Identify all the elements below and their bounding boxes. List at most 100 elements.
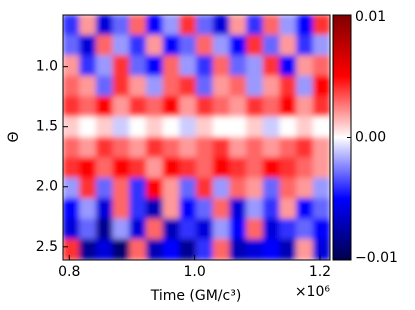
heatmap-cell bbox=[179, 137, 197, 159]
heatmap-cell bbox=[262, 239, 281, 260]
heatmap-cell bbox=[229, 157, 248, 179]
heatmap-cell bbox=[95, 157, 114, 179]
heatmap-cell bbox=[112, 137, 131, 159]
heatmap-cell bbox=[95, 75, 114, 98]
heatmap-cell bbox=[229, 116, 248, 138]
heatmap-cell bbox=[229, 34, 248, 57]
heatmap-cell bbox=[246, 137, 264, 159]
heatmap-cell bbox=[212, 218, 231, 241]
heatmap-cell bbox=[95, 137, 114, 159]
heatmap-cell bbox=[79, 198, 97, 220]
heatmap-cell bbox=[262, 55, 281, 77]
heatmap-cell bbox=[63, 75, 81, 98]
heatmap-cell bbox=[145, 34, 164, 57]
heatmap-cell bbox=[162, 157, 181, 179]
heatmap-cell bbox=[162, 15, 181, 36]
heatmap-cell bbox=[262, 137, 281, 159]
heatmap-cell bbox=[63, 137, 81, 159]
heatmap-cell bbox=[246, 177, 264, 200]
x-tick-label: 1.0 bbox=[183, 264, 205, 280]
heatmap-cell bbox=[212, 75, 231, 98]
colorbar-tick-label: 0.01 bbox=[355, 9, 386, 25]
heatmap-cell bbox=[63, 34, 81, 57]
heatmap-cell bbox=[162, 116, 181, 138]
heatmap-cell bbox=[262, 218, 281, 241]
heatmap-cell bbox=[145, 137, 164, 159]
heatmap-cell bbox=[229, 177, 248, 200]
heatmap-cell bbox=[279, 75, 298, 98]
heatmap-cell bbox=[145, 15, 164, 36]
heatmap bbox=[63, 15, 330, 260]
heatmap-cell bbox=[145, 198, 164, 220]
heatmap-cell bbox=[212, 55, 231, 77]
heatmap-cell bbox=[279, 137, 298, 159]
heatmap-cell bbox=[112, 116, 131, 138]
heatmap-cell bbox=[296, 116, 314, 138]
heatmap-cell bbox=[246, 239, 264, 260]
heatmap-cell bbox=[79, 137, 97, 159]
heatmap-cell bbox=[129, 96, 147, 118]
heatmap-cell bbox=[95, 239, 114, 260]
heatmap-cell bbox=[145, 75, 164, 98]
heatmap-cell bbox=[162, 96, 181, 118]
heatmap-cell bbox=[262, 198, 281, 220]
heatmap-cell bbox=[162, 137, 181, 159]
heatmap-cell bbox=[196, 177, 214, 200]
heatmap-cell bbox=[179, 157, 197, 179]
heatmap-cell bbox=[112, 75, 131, 98]
heatmap-cell bbox=[79, 34, 97, 57]
heatmap-cell bbox=[312, 75, 330, 98]
heatmap-cell bbox=[312, 137, 330, 159]
heatmap-cell bbox=[246, 34, 264, 57]
heatmap-cell bbox=[196, 157, 214, 179]
heatmap-cell bbox=[246, 75, 264, 98]
heatmap-cell bbox=[79, 96, 97, 118]
heatmap-cell bbox=[246, 55, 264, 77]
heatmap-cell bbox=[196, 15, 214, 36]
heatmap-cell bbox=[179, 34, 197, 57]
heatmap-cell bbox=[312, 157, 330, 179]
heatmap-cell bbox=[279, 34, 298, 57]
heatmap-cell bbox=[179, 218, 197, 241]
heatmap-cell bbox=[79, 116, 97, 138]
heatmap-cell bbox=[63, 96, 81, 118]
heatmap-cell bbox=[296, 55, 314, 77]
heatmap-cell bbox=[262, 177, 281, 200]
heatmap-cell bbox=[95, 116, 114, 138]
heatmap-cell bbox=[129, 198, 147, 220]
heatmap-cell bbox=[179, 75, 197, 98]
heatmap-cell bbox=[246, 15, 264, 36]
heatmap-cell bbox=[262, 157, 281, 179]
y-tick-label: 2.5 bbox=[36, 239, 58, 255]
heatmap-cell bbox=[95, 55, 114, 77]
plot-frame bbox=[62, 14, 331, 261]
heatmap-cell bbox=[296, 15, 314, 36]
heatmap-cell bbox=[229, 75, 248, 98]
heatmap-cell bbox=[129, 34, 147, 57]
heatmap-cell bbox=[296, 198, 314, 220]
heatmap-cell bbox=[212, 116, 231, 138]
heatmap-cell bbox=[63, 116, 81, 138]
heatmap-cell bbox=[212, 239, 231, 260]
heatmap-cell bbox=[212, 177, 231, 200]
heatmap-cell bbox=[196, 137, 214, 159]
heatmap-cell bbox=[279, 218, 298, 241]
heatmap-cell bbox=[129, 239, 147, 260]
heatmap-cell bbox=[312, 177, 330, 200]
heatmap-cell bbox=[262, 15, 281, 36]
heatmap-cell bbox=[63, 239, 81, 260]
heatmap-cell bbox=[129, 177, 147, 200]
heatmap-cell bbox=[63, 55, 81, 77]
heatmap-cell bbox=[296, 137, 314, 159]
heatmap-cell bbox=[112, 15, 131, 36]
heatmap-cell bbox=[196, 218, 214, 241]
heatmap-cell bbox=[279, 157, 298, 179]
heatmap-cell bbox=[79, 239, 97, 260]
heatmap-cell bbox=[312, 218, 330, 241]
heatmap-cell bbox=[63, 218, 81, 241]
heatmap-cell bbox=[229, 96, 248, 118]
heatmap-cell bbox=[279, 239, 298, 260]
colorbar-tick-label: −0.01 bbox=[355, 250, 398, 266]
heatmap-cell bbox=[112, 239, 131, 260]
